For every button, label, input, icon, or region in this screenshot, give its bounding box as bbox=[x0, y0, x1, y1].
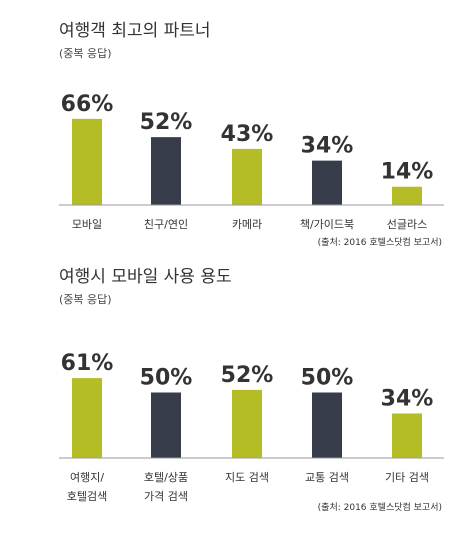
value-label: 52% bbox=[140, 110, 193, 135]
value-label: 61% bbox=[61, 351, 114, 376]
value-label: 34% bbox=[381, 386, 434, 411]
category-label: 선글라스 bbox=[387, 218, 427, 231]
category-label: 호텔/상품 가격 검색 bbox=[144, 471, 188, 503]
category-label: 카메라 bbox=[232, 218, 262, 231]
bar bbox=[312, 392, 342, 458]
bar bbox=[232, 389, 262, 458]
bar bbox=[312, 160, 342, 205]
bar bbox=[392, 186, 422, 205]
category-label: 모바일 bbox=[72, 217, 102, 231]
bar bbox=[232, 148, 262, 205]
category-label: 지도 검색 bbox=[225, 471, 269, 484]
bar bbox=[72, 118, 102, 205]
value-label: 34% bbox=[301, 134, 354, 159]
bar bbox=[151, 392, 181, 458]
bar bbox=[392, 413, 422, 458]
category-label: 기타 검색 bbox=[385, 471, 429, 484]
category-label: 여행지/호텔검색 bbox=[67, 471, 107, 503]
value-label: 66% bbox=[61, 92, 114, 117]
value-label: 14% bbox=[381, 160, 434, 185]
bar bbox=[151, 137, 181, 205]
source-note: (출처: 2016 호텔스닷컴 보고서) bbox=[318, 236, 442, 248]
value-label: 50% bbox=[140, 366, 193, 391]
value-label: 43% bbox=[221, 122, 274, 147]
chart-title: 여행객 최고의 파트너 bbox=[59, 21, 211, 41]
category-label: 교통 검색 bbox=[305, 471, 349, 484]
bar bbox=[72, 378, 102, 458]
category-label: 친구/연인 bbox=[144, 218, 188, 231]
mobile-usage-chart: 여행시 모바일 사용 용도 (중복 응답) 61% 50% 52% 50% 34% 여행… bbox=[59, 267, 444, 513]
category-label: 책/가이드북 bbox=[300, 218, 354, 231]
value-label: 50% bbox=[301, 366, 354, 391]
chart-title: 여행시 모바일 사용 용도 bbox=[59, 267, 232, 287]
chart-subtitle: (중복 응답) bbox=[59, 293, 112, 306]
source-note: (출처: 2016 호텔스닷컴 보고서) bbox=[318, 501, 442, 513]
value-label: 52% bbox=[221, 363, 274, 388]
partner-chart: 여행객 최고의 파트너 (중복 응답) 66% 52% 43% 34% 14% 모바일 친… bbox=[59, 21, 444, 248]
chart-subtitle: (중복 응답) bbox=[59, 47, 112, 60]
